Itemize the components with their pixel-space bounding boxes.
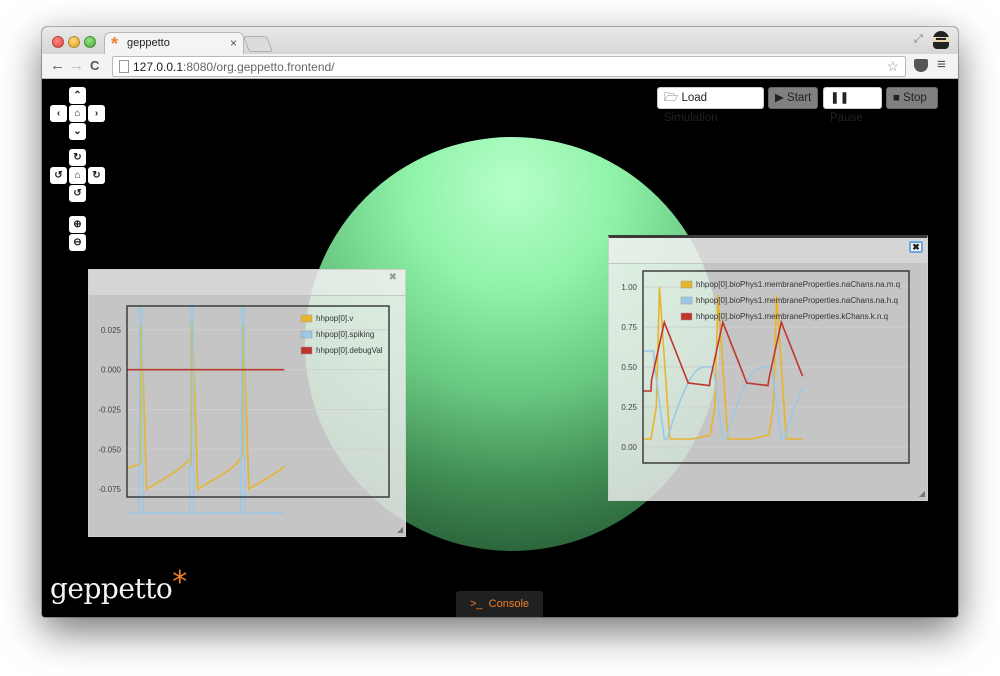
profile-avatar-icon[interactable] xyxy=(930,29,952,53)
widget-close-icon[interactable]: ✖ xyxy=(909,241,923,253)
legend-swatch xyxy=(680,312,693,321)
title-bar: * geppetto × ⤢ xyxy=(42,27,958,55)
pocket-icon[interactable] xyxy=(914,59,928,72)
pause-icon: ❚❚ xyxy=(830,92,850,104)
browser-window: * geppetto × ⤢ ← → C 127.0.0.1:8080/org.… xyxy=(42,27,958,617)
pause-button[interactable]: ❚❚ Pause xyxy=(823,87,882,124)
chevron-left-icon: ‹ xyxy=(56,108,61,119)
y-tick-label: 0.50 xyxy=(621,363,637,372)
series-line-1 xyxy=(643,286,803,440)
legend-swatch xyxy=(300,314,313,323)
forward-arrow-icon[interactable]: → xyxy=(69,57,84,74)
chevron-down-icon: ⌄ xyxy=(73,126,82,137)
legend-swatch xyxy=(300,346,313,355)
legend-label: hhpop[0].debugVal xyxy=(316,346,383,355)
rotate-up-button[interactable]: ↻ xyxy=(69,149,86,166)
legend-swatch xyxy=(300,330,313,339)
stop-button[interactable]: ■ Stop xyxy=(886,87,938,109)
plot-widget-voltage[interactable]: ✖ 0.025 0.000 -0.025 -0.050 -0.075 hhpop[0].v… xyxy=(88,269,406,537)
rotate-up-icon: ↻ xyxy=(73,152,82,163)
y-tick-label: -0.050 xyxy=(98,445,121,454)
rotate-right-icon: ↻ xyxy=(92,170,101,181)
voltage-plot: 0.025 0.000 -0.025 -0.050 -0.075 hhpop[0].v hh… xyxy=(98,305,390,514)
widget-header[interactable] xyxy=(609,238,927,264)
new-tab-button[interactable] xyxy=(243,36,273,52)
pan-home-button[interactable]: ⌂ xyxy=(69,105,86,122)
pan-up-button[interactable]: ⌃ xyxy=(69,87,86,104)
pan-right-button[interactable]: › xyxy=(88,105,105,122)
tab-close-icon[interactable]: × xyxy=(229,36,237,50)
rotate-home-button[interactable]: ⌂ xyxy=(69,167,86,184)
series-line-2 xyxy=(127,306,285,514)
legend-label: hhpop[0].spiking xyxy=(316,330,374,339)
load-simulation-button[interactable]: 🗁 Load Simulation xyxy=(657,87,764,124)
chevron-up-icon: ⌃ xyxy=(73,90,82,101)
fullscreen-icon[interactable]: ⤢ xyxy=(914,33,923,45)
browser-toolbar: ← → C 127.0.0.1:8080/org.geppetto.fronte… xyxy=(42,54,958,79)
resize-handle-icon[interactable]: ◢ xyxy=(918,489,925,498)
rotate-left-icon: ↺ xyxy=(54,170,63,181)
browser-tab[interactable]: * geppetto × xyxy=(104,32,244,55)
home-icon: ⌂ xyxy=(74,108,81,119)
bookmark-star-icon[interactable]: ☆ xyxy=(886,58,899,74)
rotate-left-button[interactable]: ↺ xyxy=(50,167,67,184)
series-line-1 xyxy=(126,322,285,491)
zoom-in-button[interactable]: ⊕ xyxy=(69,216,86,233)
plot-frame xyxy=(126,305,390,498)
legend-swatch xyxy=(680,296,693,305)
y-tick-label: 0.75 xyxy=(621,323,637,332)
geppetto-logo: geppetto* xyxy=(50,565,187,605)
address-bar[interactable]: 127.0.0.1:8080/org.geppetto.frontend/ ☆ xyxy=(112,56,906,77)
menu-hamburger-icon[interactable]: ≡ xyxy=(937,56,946,73)
series-line-3 xyxy=(643,319,804,392)
legend-label: hhpop[0].v xyxy=(316,314,353,323)
y-tick-label: 0.00 xyxy=(621,443,637,452)
plot-frame xyxy=(642,270,910,464)
rotate-down-icon: ↺ xyxy=(73,188,82,199)
widget-header[interactable] xyxy=(89,270,405,296)
window-minimize-button[interactable] xyxy=(68,36,80,48)
y-tick-label: 1.00 xyxy=(621,283,637,292)
rotate-down-button[interactable]: ↺ xyxy=(69,185,86,202)
legend-label: hhpop[0].bioPhys1.membraneProperties.naC… xyxy=(696,280,900,289)
url-text: 127.0.0.1:8080/org.geppetto.frontend/ xyxy=(133,60,335,74)
legend-swatch xyxy=(680,280,693,289)
zoom-out-button[interactable]: ⊖ xyxy=(69,234,86,251)
y-tick-label: 0.025 xyxy=(101,326,122,335)
legend-label: hhpop[0].bioPhys1.membraneProperties.naC… xyxy=(696,296,898,305)
plot-widget-gating[interactable]: ✖ 1.00 0.75 0.50 0.25 0.00 hhpop[0].bioPhys1.… xyxy=(608,235,928,501)
window-close-button[interactable] xyxy=(52,36,64,48)
page-icon xyxy=(119,60,129,73)
widget-close-icon[interactable]: ✖ xyxy=(388,272,397,283)
series-line-2 xyxy=(643,350,804,440)
tab-title: geppetto xyxy=(127,37,170,49)
window-maximize-button[interactable] xyxy=(84,36,96,48)
chevron-right-icon: › xyxy=(94,108,99,119)
zoom-out-icon: ⊖ xyxy=(73,237,82,248)
y-tick-label: -0.075 xyxy=(98,485,121,494)
y-tick-label: 0.25 xyxy=(621,403,637,412)
start-button[interactable]: ▶ Start xyxy=(768,87,818,109)
gating-variables-plot: 1.00 0.75 0.50 0.25 0.00 hhpop[0].bioPhys1.me… xyxy=(621,270,910,464)
back-arrow-icon[interactable]: ← xyxy=(50,57,65,74)
y-tick-label: -0.025 xyxy=(98,405,121,414)
canvas-viewport[interactable]: ⌃ ‹ ⌂ › ⌄ ↻ ↺ ⌂ ↻ ↺ ⊕ ⊖ 🗁 Load Simulatio… xyxy=(42,79,958,617)
terminal-icon: >_ xyxy=(469,598,483,610)
folder-open-icon: 🗁 xyxy=(664,92,682,104)
pan-down-button[interactable]: ⌄ xyxy=(69,123,86,140)
play-icon: ▶ xyxy=(775,92,788,104)
geppetto-favicon-icon: * xyxy=(111,34,119,54)
stop-icon: ■ xyxy=(893,92,904,104)
zoom-in-icon: ⊕ xyxy=(73,219,82,230)
resize-handle-icon[interactable]: ◢ xyxy=(396,525,403,534)
rotate-right-button[interactable]: ↻ xyxy=(88,167,105,184)
console-button[interactable]: >_ Console xyxy=(456,591,543,617)
y-tick-label: 0.000 xyxy=(101,366,122,375)
pan-left-button[interactable]: ‹ xyxy=(50,105,67,122)
reload-icon[interactable]: C xyxy=(90,58,100,73)
legend-label: hhpop[0].bioPhys1.membraneProperties.kCh… xyxy=(696,312,888,321)
home-icon: ⌂ xyxy=(74,170,81,181)
